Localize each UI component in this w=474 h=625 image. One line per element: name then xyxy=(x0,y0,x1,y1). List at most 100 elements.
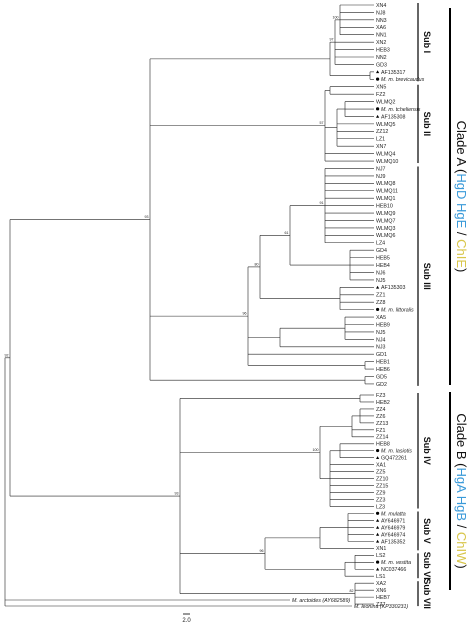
tip-label: AY646974 xyxy=(381,532,405,538)
subclade-label: Sub VI xyxy=(422,552,432,580)
tip-label: FZ1 xyxy=(376,428,385,434)
circle-marker xyxy=(376,77,380,81)
subclade-label: Sub VII xyxy=(422,578,432,609)
tip-label: NJ8 xyxy=(376,10,385,16)
support-value: 92 xyxy=(5,353,9,357)
support-value: 96 xyxy=(243,312,247,316)
subclade-label: Sub I xyxy=(422,31,432,53)
tip-label: ZZ10 xyxy=(376,477,388,483)
tip-label: NJ3 xyxy=(376,345,385,351)
tip-label: ZZ14 xyxy=(376,435,388,441)
tip-label: XN7 xyxy=(376,144,386,150)
triangle-marker xyxy=(376,567,380,571)
tip-label: HEB1 xyxy=(376,360,390,366)
tip-label: M. leonina (KP330231) xyxy=(354,604,408,610)
tip-label: ZZ5 xyxy=(376,470,385,476)
support-value: 100 xyxy=(313,448,319,452)
tip-label: NC037466 xyxy=(381,567,406,573)
tip-label: AY646979 xyxy=(381,525,405,531)
subclade-label: Sub III xyxy=(422,263,432,290)
tip-label: GD1 xyxy=(376,352,387,358)
clade-label: Clade B (HgA HgB / ChIW) xyxy=(454,413,469,568)
tip-label: XN2 xyxy=(376,40,386,46)
tip-label: NN1 xyxy=(376,33,387,39)
triangle-marker xyxy=(376,525,380,529)
tip-label: HEB8 xyxy=(376,442,390,448)
tip-label: HEB2 xyxy=(376,400,390,406)
tip-label: LZ1 xyxy=(376,137,385,143)
tip-label: XA2 xyxy=(376,581,386,587)
tree-edges xyxy=(4,4,374,607)
tip-label: NJ5 xyxy=(376,330,385,336)
tip-label: NJ4 xyxy=(376,337,385,343)
support-value: 91 xyxy=(320,201,324,205)
tip-label: ZZ3 xyxy=(376,497,385,503)
support-value: 97 xyxy=(330,38,334,42)
tip-label: FZ2 xyxy=(376,92,385,98)
tip-label: ZZ9 xyxy=(376,490,385,496)
tip-label: AF135308 xyxy=(381,114,405,120)
circle-marker xyxy=(376,511,380,515)
tip-label: M. mulatta xyxy=(381,511,406,517)
tip-label: GD3 xyxy=(376,62,387,68)
tip-label: LS2 xyxy=(376,553,385,559)
triangle-marker xyxy=(376,70,380,74)
tip-label: XN1 xyxy=(376,546,386,552)
support-value: 80 xyxy=(255,262,259,266)
tip-label: NJ5 xyxy=(376,278,385,284)
tip-label: M. m. vestita xyxy=(381,560,411,566)
clade-a: Clade A (HgD HgE / ChIE) xyxy=(449,8,469,385)
tip-label: WLMQ1 xyxy=(376,196,395,202)
circle-marker xyxy=(376,560,380,564)
tip-label: ZZ13 xyxy=(376,421,388,427)
tip-label: XA6 xyxy=(376,25,386,31)
clade-label: Clade A (HgD HgE / ChIE) xyxy=(454,121,469,273)
tip-label: LZ4 xyxy=(376,241,385,247)
tip-label: ZZ12 xyxy=(376,129,388,135)
tip-label: NN3 xyxy=(376,18,387,24)
circle-marker xyxy=(376,307,380,312)
tip-label: AY646971 xyxy=(381,518,405,524)
tip-label: AF135352 xyxy=(381,539,405,545)
tip-label: WLMQ2 xyxy=(376,99,395,105)
support-value: 82 xyxy=(350,589,354,593)
tip-label: XA1 xyxy=(376,463,386,469)
tip-label: NJ9 xyxy=(376,174,385,180)
support-value: 96 xyxy=(260,549,264,553)
tip-label: LS1 xyxy=(376,574,385,580)
tip-label: WLMQ11 xyxy=(376,189,398,195)
tip-label: WLMQ6 xyxy=(376,233,395,239)
circle-marker xyxy=(376,448,380,453)
tip-label: GQ472261 xyxy=(381,456,407,462)
tip-label: HEB6 xyxy=(376,367,390,373)
tip-label: LZ3 xyxy=(376,504,385,510)
tip-label: WLMQ5 xyxy=(376,122,395,128)
tip-label: GD5 xyxy=(376,374,387,380)
tip-label: HEB4 xyxy=(376,263,390,269)
support-value: 61 xyxy=(285,231,289,235)
tip-label: XN5 xyxy=(376,85,386,91)
tip-label: HEB7 xyxy=(376,595,390,601)
triangle-marker xyxy=(376,532,380,536)
tip-label: M. m. lasiotis xyxy=(381,449,412,455)
tip-label: XN4 xyxy=(376,3,386,9)
tip-label: GD2 xyxy=(376,382,387,388)
tip-label: HEB5 xyxy=(376,256,390,262)
tip-label: XN6 xyxy=(376,588,386,594)
tip-label: WLMQ7 xyxy=(376,218,395,224)
clade-b: Clade B (HgA HgB / ChIW) xyxy=(449,392,469,590)
support-value: 93 xyxy=(145,215,149,219)
tip-label: WLMQ9 xyxy=(376,211,395,217)
tip-label: XA5 xyxy=(376,315,386,321)
triangle-marker xyxy=(376,518,380,522)
tip-label: M. arctoides (AY682589) xyxy=(292,598,350,604)
tip-label: M. m. brevicaudus xyxy=(381,77,425,83)
tip-label: ZZ4 xyxy=(376,407,385,413)
tip-label: GD4 xyxy=(376,248,387,254)
tip-label: ZZ1 xyxy=(376,293,385,299)
tip-label: ZZ7 xyxy=(376,602,385,608)
tip-label: NJ7 xyxy=(376,166,385,172)
